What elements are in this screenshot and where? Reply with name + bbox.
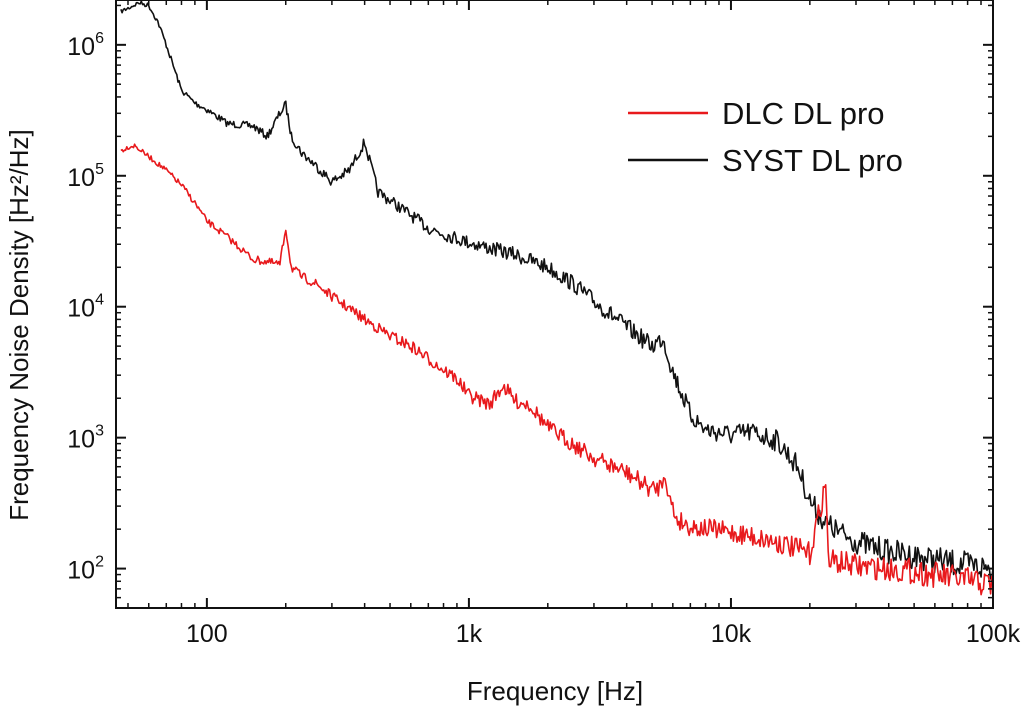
y-tick-label: 105 <box>67 161 104 192</box>
plot-frame <box>115 0 994 609</box>
legend: DLC DL pro SYST DL pro <box>628 96 903 178</box>
ticks-layer: 100 1k 10k 100k 102 103 104 105 106 <box>67 0 1021 648</box>
series-line-dlc-dl-pro <box>120 143 994 596</box>
y-tick-label: 102 <box>67 554 104 585</box>
legend-label-dlc-dl-pro: DLC DL pro <box>722 96 885 131</box>
series-layer <box>120 0 994 596</box>
y-axis-title: Frequency Noise Density [Hz²/Hz] <box>4 129 34 521</box>
x-tick-label: 100k <box>966 620 1021 648</box>
series-line-syst-dl-pro <box>120 0 994 580</box>
x-tick-label: 1k <box>456 620 483 648</box>
x-tick-label: 10k <box>711 620 752 648</box>
y-tick-label: 103 <box>67 423 104 454</box>
x-axis-title: Frequency [Hz] <box>467 676 643 706</box>
y-tick-label: 104 <box>67 292 104 323</box>
x-tick-label: 100 <box>186 620 228 648</box>
y-tick-label: 106 <box>67 30 104 61</box>
legend-label-syst-dl-pro: SYST DL pro <box>722 143 903 178</box>
